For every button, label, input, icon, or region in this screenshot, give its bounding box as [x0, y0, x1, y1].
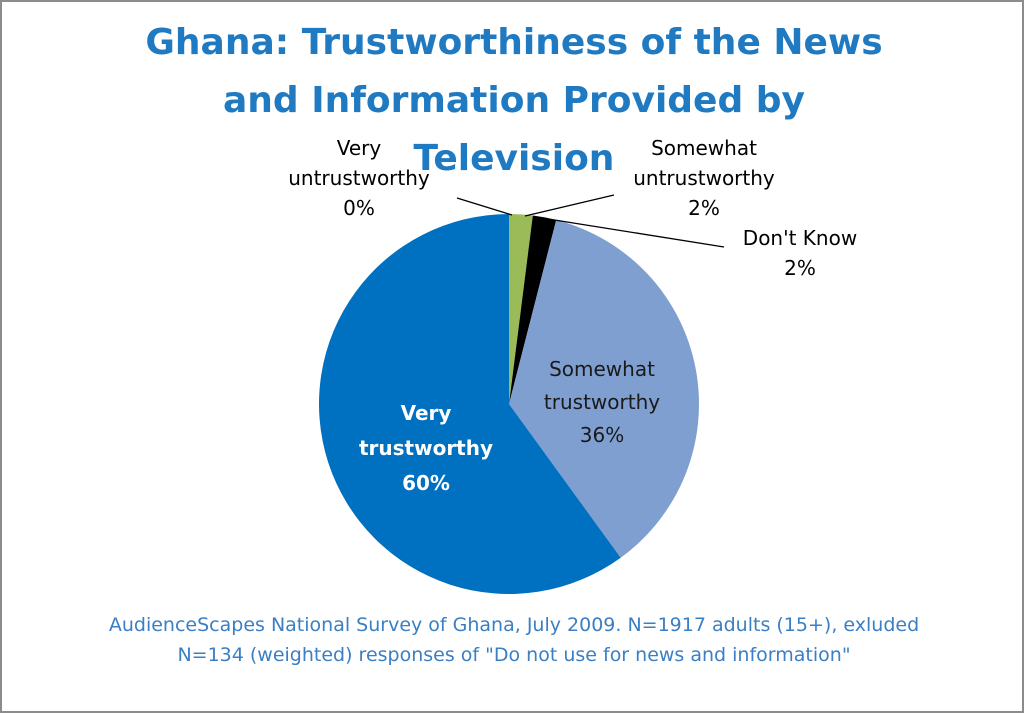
footnote-line-2: N=134 (weighted) responses of "Do not us…	[177, 644, 851, 666]
data-label-line: untrustworthy	[288, 166, 430, 190]
data-label-very-untrustworthy: Very untrustworthy 0%	[288, 136, 430, 220]
pie-slice-very-trustworthy	[318, 213, 621, 594]
leader-line-don-t-know	[541, 217, 725, 248]
data-label-line: Very	[337, 136, 382, 160]
data-label-somewhat-trustworthy: Somewhat trustworthy 36%	[544, 357, 660, 447]
data-label-line: Somewhat	[651, 136, 757, 160]
leader-line-somewhat-untrustworthy	[524, 194, 615, 217]
leader-line-very-untrustworthy	[456, 197, 513, 216]
data-label-line: 36%	[580, 423, 624, 447]
data-label-line: 60%	[402, 471, 450, 495]
data-label-line: trustworthy	[544, 390, 660, 414]
data-label-line: Don't Know	[743, 226, 857, 250]
data-label-line: trustworthy	[359, 436, 493, 460]
data-label-line: 0%	[343, 196, 375, 220]
data-label-don-t-know: Don't Know 2%	[743, 226, 857, 280]
data-label-very-trustworthy: Very trustworthy 60%	[359, 401, 493, 495]
footnote-line-1: AudienceScapes National Survey of Ghana,…	[108, 614, 920, 636]
pie-slice-don-t-know	[509, 215, 557, 404]
chart-title-line-1: Ghana: Trustworthiness of the News	[145, 22, 883, 63]
chart-title-line-2: and Information Provided by	[222, 80, 806, 121]
chart-title: Ghana: Trustworthiness of the News and I…	[2, 14, 1022, 188]
chart-footnote: AudienceScapes National Survey of Ghana,…	[2, 610, 1022, 670]
data-label-line: 2%	[784, 256, 816, 280]
data-label-line: Somewhat	[549, 357, 655, 381]
pie-slice-somewhat-untrustworthy	[509, 214, 533, 404]
data-label-line: 2%	[688, 196, 720, 220]
data-label-somewhat-untrustworthy: Somewhat untrustworthy 2%	[633, 136, 775, 220]
data-label-line: untrustworthy	[633, 166, 775, 190]
chart-title-line-3: Television	[413, 138, 615, 179]
data-label-line: Very	[401, 401, 452, 425]
pie-slice-somewhat-trustworthy	[509, 219, 699, 558]
